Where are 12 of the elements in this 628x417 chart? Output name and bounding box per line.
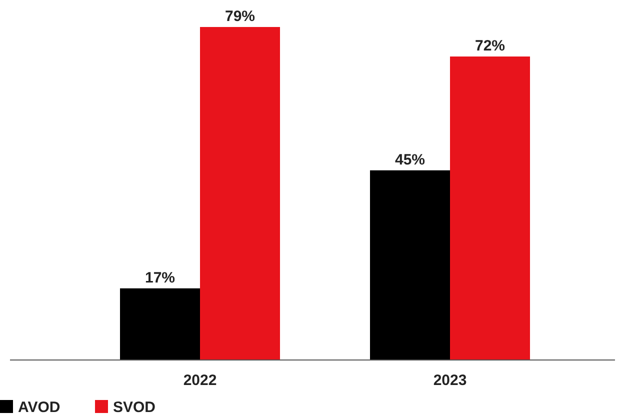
data-label: 17% (144, 269, 176, 286)
bar (120, 288, 200, 360)
data-label: 72% (474, 38, 506, 55)
data-label: 45% (394, 151, 426, 168)
legend-label: SVOD (113, 399, 156, 416)
x-tick-label: 2022 (183, 372, 217, 389)
bar (450, 56, 530, 360)
bar (200, 27, 280, 360)
x-tick-label: 2023 (433, 372, 467, 389)
data-label: 79% (224, 8, 256, 25)
legend-label: AVOD (18, 399, 60, 416)
bar (370, 170, 450, 360)
